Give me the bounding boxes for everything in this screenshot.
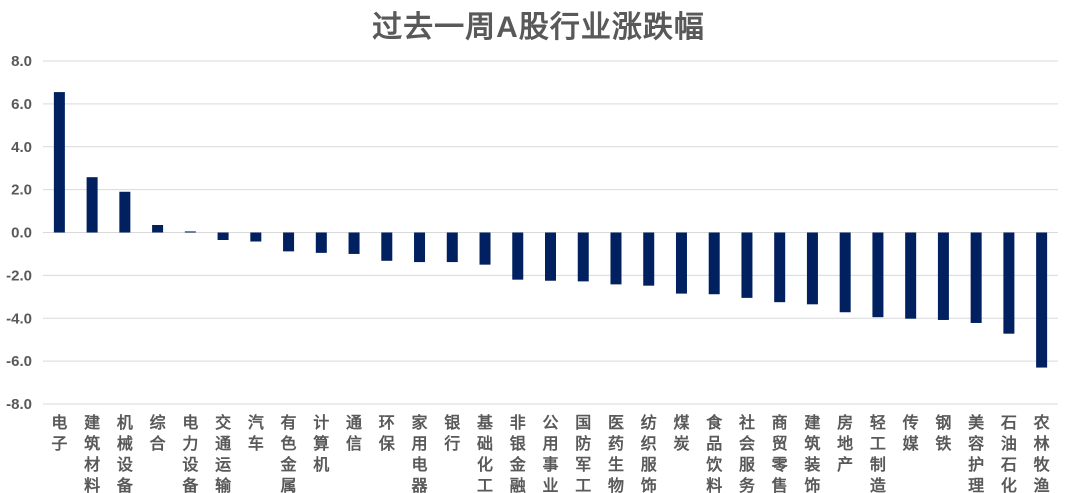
- bar-14: [512, 232, 524, 280]
- bar-13: [479, 232, 491, 265]
- bar-11: [414, 232, 426, 263]
- category-label: 石油石化: [1000, 413, 1017, 493]
- y-tick-label: 6.0: [11, 96, 32, 113]
- bar-24: [839, 232, 851, 313]
- category-label: 机械设备: [116, 413, 134, 493]
- bar-0: [53, 92, 65, 233]
- bar-30: [1036, 232, 1048, 368]
- category-label: 轻工制造: [870, 413, 887, 493]
- bar-15: [545, 232, 556, 281]
- category-label: 食品饮料: [705, 413, 723, 493]
- bar-29: [1003, 232, 1015, 334]
- bar-25: [872, 232, 884, 318]
- bar-28: [970, 232, 982, 323]
- category-label: 计算机: [313, 413, 329, 474]
- bar-26: [905, 232, 917, 319]
- category-label: 商贸零售: [771, 413, 789, 493]
- bar-1: [86, 177, 98, 233]
- category-label: 银行: [443, 413, 461, 453]
- bar-20: [708, 232, 720, 295]
- category-label: 公用事业: [542, 413, 558, 493]
- category-label: 汽车: [248, 413, 264, 453]
- category-label: 国防军工: [575, 413, 591, 493]
- bar-21: [741, 232, 753, 298]
- bar-22: [774, 232, 786, 303]
- category-label: 煤炭: [673, 413, 689, 453]
- category-label: 交通运输: [215, 413, 232, 493]
- category-label: 传媒: [902, 413, 920, 453]
- category-label: 环保: [378, 413, 396, 453]
- bar-9: [348, 232, 360, 254]
- category-label: 有色金属: [280, 413, 298, 493]
- bar-4: [184, 231, 196, 233]
- bar-18: [643, 232, 655, 286]
- bar-23: [806, 232, 818, 305]
- chart-title: 过去一周A股行业涨跌幅: [372, 11, 705, 44]
- bar-19: [675, 232, 687, 294]
- bar-16: [577, 232, 589, 282]
- bar-10: [381, 232, 393, 261]
- bar-17: [610, 232, 622, 285]
- category-label: 电力设备: [181, 413, 199, 493]
- bars: [53, 92, 1048, 368]
- category-label: 通信: [346, 413, 362, 453]
- bar-8: [315, 232, 327, 253]
- bar-7: [283, 232, 295, 252]
- category-label: 房地产: [837, 413, 853, 474]
- category-label: 建筑装饰: [803, 413, 820, 493]
- y-tick-label: -2.0: [6, 267, 32, 284]
- category-label: 农林牧渔: [1033, 413, 1051, 493]
- category-label: 综合: [150, 413, 167, 453]
- y-tick-label: 0.0: [11, 225, 32, 242]
- bar-12: [446, 232, 458, 263]
- y-axis-ticks: 8.0 6.0 4.0 2.0 0.0 -2.0 -4.0 -6.0 -8.0: [6, 53, 32, 413]
- bar-3: [152, 224, 164, 233]
- category-label: 医药生物: [608, 413, 624, 493]
- bar-27: [937, 232, 949, 320]
- category-label: 家用电器: [411, 413, 429, 493]
- y-tick-label: 8.0: [11, 53, 32, 70]
- category-label: 社会服务: [738, 413, 756, 493]
- y-tick-label: -6.0: [6, 353, 32, 370]
- category-label: 电子: [51, 413, 67, 453]
- bar-6: [250, 232, 262, 242]
- category-label: 建筑材料: [84, 413, 100, 493]
- category-label: 基础化工: [476, 413, 494, 493]
- bar-2: [119, 191, 131, 233]
- bar-5: [217, 232, 229, 241]
- category-label: 纺织服饰: [641, 413, 658, 493]
- y-tick-label: 2.0: [11, 182, 32, 199]
- y-tick-label: -4.0: [6, 310, 32, 327]
- y-tick-label: 4.0: [11, 139, 32, 156]
- category-label: 钢铁: [935, 413, 951, 453]
- category-label: 美容护理: [967, 413, 985, 493]
- category-label: 非银金融: [509, 413, 527, 493]
- y-tick-label: -8.0: [6, 396, 32, 413]
